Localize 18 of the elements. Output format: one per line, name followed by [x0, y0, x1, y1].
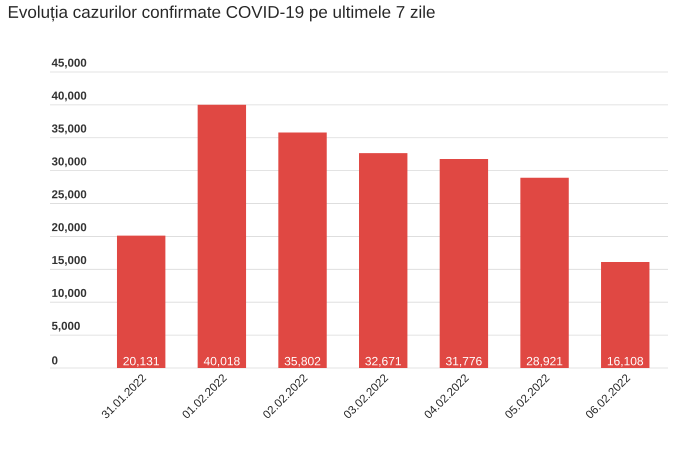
chart-title: Evoluția cazurilor confirmate COVID-19 pe ultimele 7 zile: [8, 6, 435, 22]
data-label: 32,671: [365, 356, 401, 367]
data-label: 20,131: [123, 356, 159, 367]
data-label: 35,802: [284, 356, 320, 367]
y-tick-label: 5,000: [52, 322, 80, 332]
data-label: 16,108: [608, 356, 644, 367]
data-label: 31,776: [446, 356, 482, 367]
y-tick-label: 40,000: [52, 92, 86, 102]
y-tick-label: 10,000: [52, 288, 86, 299]
y-tick-label: 45,000: [52, 58, 86, 68]
y-tick-label: 20,000: [52, 223, 86, 233]
data-label: 28,921: [526, 356, 562, 367]
y-tick-label: 35,000: [52, 124, 86, 134]
y-tick-label: 30,000: [52, 157, 86, 168]
data-label: 40,018: [204, 356, 240, 367]
y-tick-label: 25,000: [52, 190, 86, 200]
y-tick-label: 15,000: [52, 256, 86, 266]
y-tick-label: 0: [52, 356, 58, 364]
